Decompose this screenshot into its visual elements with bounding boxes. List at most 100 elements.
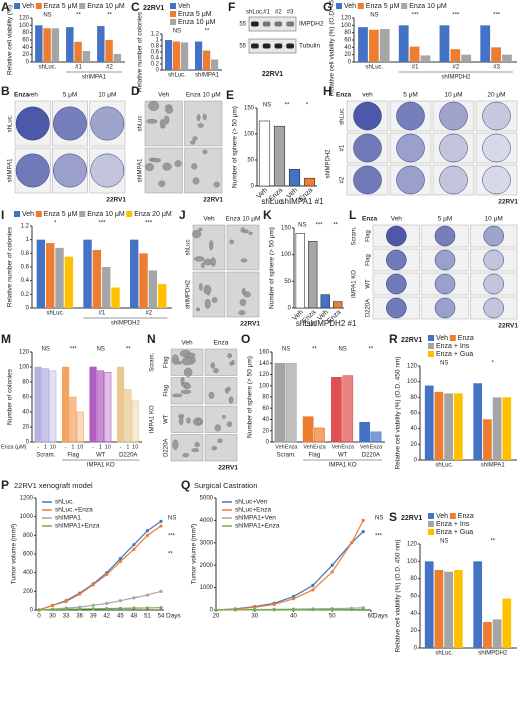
- y-tick-label: 60: [22, 38, 29, 44]
- significance: ***: [70, 347, 78, 353]
- row-label: Flag: [164, 385, 170, 397]
- y-tick-label: 160: [259, 350, 270, 356]
- sphere: [196, 114, 201, 122]
- caption: 22RV1: [203, 197, 223, 204]
- bar: [173, 41, 181, 70]
- x-group-label: shLuc: [296, 319, 317, 328]
- sphere: [239, 298, 247, 306]
- dish: [482, 165, 511, 195]
- bar: [130, 239, 139, 308]
- point: [145, 533, 150, 537]
- y-tick-label: 40: [410, 426, 417, 432]
- micrograph: [204, 434, 238, 462]
- panel-title: Surgical Castration: [194, 481, 257, 490]
- y-tick-label: 120: [19, 16, 30, 22]
- significance: NS: [440, 361, 448, 367]
- caption: 22RV1: [240, 321, 260, 328]
- micrograph: [184, 100, 223, 147]
- y-axis-label: Tumor volume (mm³): [191, 524, 198, 584]
- legend-swatch: [428, 351, 434, 357]
- row-label: shLuc: [138, 115, 144, 131]
- y-tick-label: 20: [344, 52, 351, 58]
- significance: ***: [412, 13, 420, 19]
- bar: [331, 377, 342, 443]
- sphere: [186, 417, 191, 424]
- point: [233, 608, 237, 612]
- point: [145, 593, 150, 597]
- dish: [15, 153, 50, 188]
- row-label: Flag: [164, 356, 170, 368]
- legend-swatch: [428, 335, 434, 341]
- bar-label: 10: [132, 444, 138, 450]
- legend-label: Enza 5 μM: [366, 3, 400, 10]
- legend-label: shLuc+Enza: [235, 507, 271, 514]
- x-group-label: shIMPDH2: [441, 75, 471, 81]
- x-tick-label: 0: [37, 614, 41, 620]
- sphere: [196, 307, 200, 312]
- legend-label: Enza 20 μM: [134, 211, 172, 218]
- panel-letter: L: [349, 208, 356, 222]
- row-label: D220A: [366, 299, 372, 317]
- y-tick-label: 50: [247, 158, 254, 164]
- point: [311, 608, 315, 612]
- dish-frame: [421, 248, 469, 272]
- bar: [444, 393, 453, 460]
- point: [159, 589, 163, 593]
- bar-label: 1: [44, 444, 47, 450]
- point: [105, 607, 109, 611]
- dish: [90, 153, 125, 188]
- panel-letter: R: [389, 332, 398, 346]
- point: [272, 608, 276, 612]
- bar: [302, 416, 314, 443]
- sphere: [202, 113, 207, 121]
- sphere: [227, 353, 232, 359]
- x-tick-label: 36: [76, 614, 83, 620]
- point: [105, 572, 109, 577]
- bar: [34, 366, 42, 443]
- bar-label: 1: [71, 444, 74, 450]
- sphere: [228, 396, 234, 404]
- lane-label: shLuc.: [246, 10, 264, 16]
- y-tick-label: 1.2: [21, 224, 30, 230]
- bar: [502, 598, 512, 648]
- legend-swatch: [428, 521, 434, 527]
- point: [64, 607, 68, 611]
- panel-letter: A: [1, 0, 10, 14]
- legend-swatch: [428, 529, 434, 535]
- bar: [333, 301, 343, 309]
- dish-frame: [389, 164, 432, 196]
- bar: [124, 389, 132, 443]
- dish-frame: [475, 132, 518, 164]
- legend-swatch: [126, 211, 133, 217]
- y-tick-label: 0: [26, 60, 30, 66]
- significance: NS: [168, 516, 176, 522]
- bar: [55, 247, 64, 308]
- x-tick-label: 51: [144, 614, 151, 620]
- point: [64, 600, 68, 604]
- dish: [53, 106, 87, 141]
- dish-frame: [470, 296, 518, 320]
- column-label: 10 μM: [98, 92, 116, 99]
- dish-frame: [421, 272, 469, 296]
- sphere: [243, 291, 251, 298]
- panel-letter: D: [131, 84, 140, 98]
- column-label: Enza 10 μM: [226, 216, 261, 223]
- y-tick-label: 0: [414, 458, 418, 464]
- bar: [83, 239, 92, 308]
- y-tick-label: 20: [22, 52, 29, 58]
- bar: [461, 54, 472, 62]
- y-axis-label: Relative number of colonies: [137, 11, 144, 92]
- x-tick-label: 30: [251, 614, 258, 620]
- blot-frame: [248, 16, 297, 32]
- sphere: [198, 227, 203, 232]
- column-label: 10 μM: [485, 216, 503, 223]
- y-tick-label: 20: [22, 425, 29, 431]
- x-axis-label: Days: [373, 613, 389, 620]
- point: [311, 583, 315, 587]
- y-tick-label: 0: [266, 440, 270, 446]
- row-label: shLuc: [186, 239, 192, 255]
- bar: [342, 375, 354, 443]
- y-tick-label: 0: [210, 608, 214, 614]
- bar: [97, 26, 105, 62]
- legend-label: Veh: [22, 211, 34, 218]
